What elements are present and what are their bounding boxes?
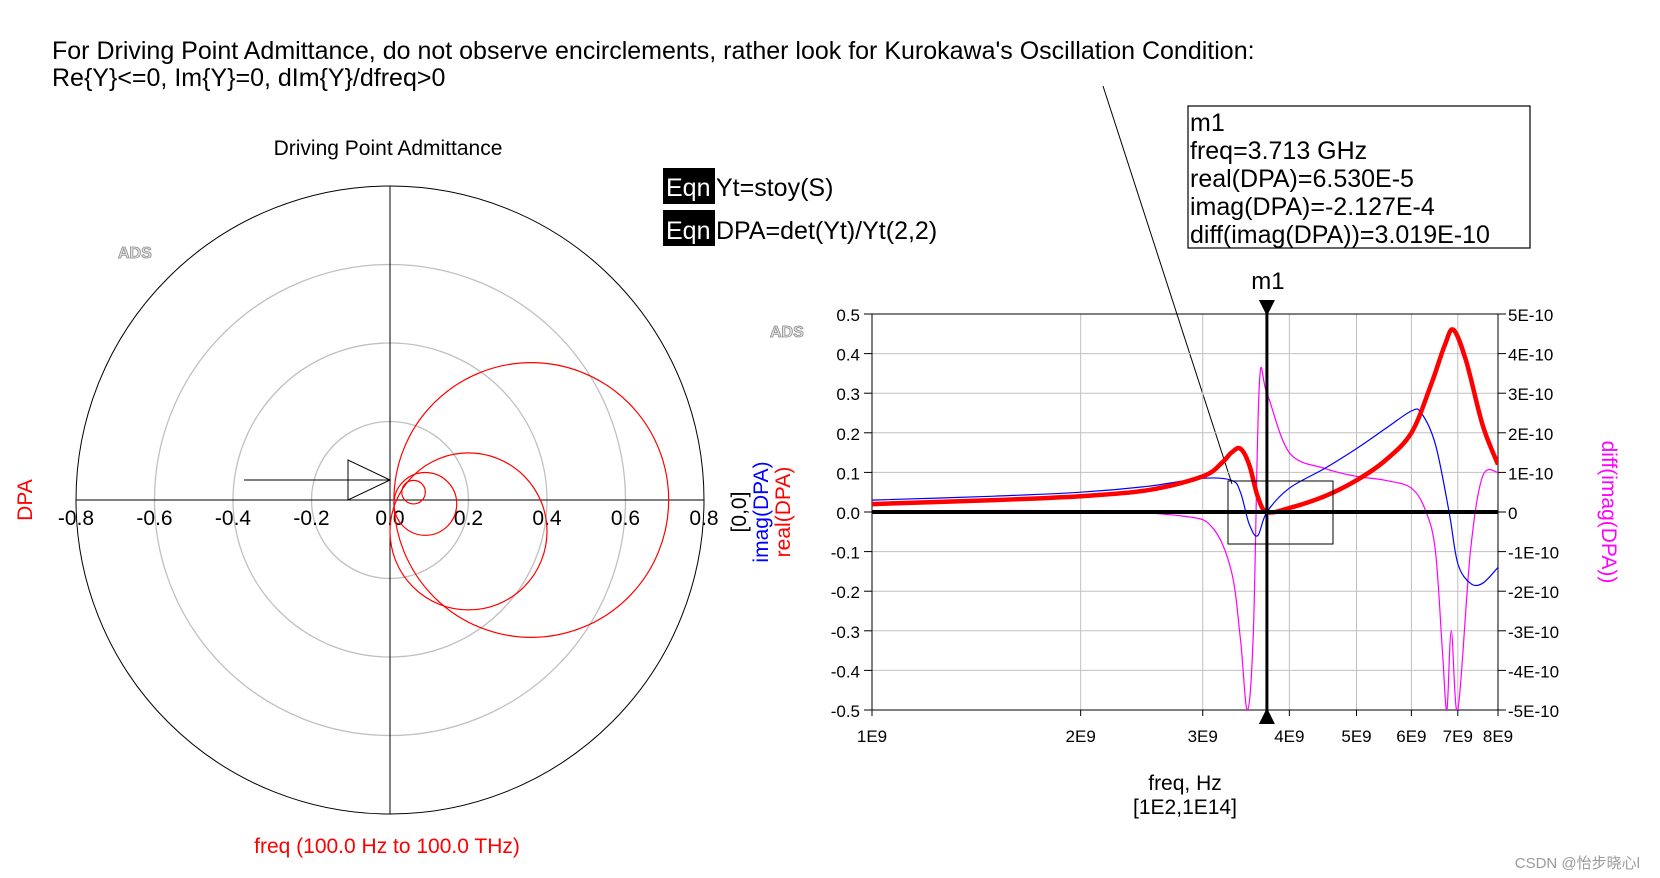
marker-top-triangle-icon <box>1258 300 1275 316</box>
polar-trace-loop <box>389 452 548 611</box>
header-line-2: Re{Y}<=0, Im{Y}=0, dIm{Y}/dfreq>0 <box>52 64 446 92</box>
header-line-1: For Driving Point Admittance, do not obs… <box>52 37 1255 65</box>
polar-tick-label: -0.4 <box>215 507 252 530</box>
header-note: For Driving Point Admittance, do not obs… <box>52 38 1255 92</box>
polar-dpa-trace <box>389 362 670 638</box>
left-axis-label-range: [0,0] <box>728 492 751 533</box>
x-axis-label: freq, Hz <box>1148 772 1222 795</box>
eqn-badge-1 <box>663 168 715 204</box>
rect-y2-tick-label: -2E-10 <box>1508 583 1559 602</box>
polar-trace-loop <box>393 471 458 536</box>
left-axis-label-imag: imag(DPA) <box>750 461 773 562</box>
eqn-expr-2: DPA=det(Yt)/Yt(2,2) <box>716 217 937 245</box>
marker-readout-box: m1 freq=3.713 GHz real(DPA)=6.530E-5 ima… <box>1187 105 1531 249</box>
rect-y2-tick-label: 3E-10 <box>1508 385 1553 404</box>
polar-tick-label: -0.8 <box>58 507 94 530</box>
rect-x-ticks: 1E9 2E9 3E9 4E9 5E9 6E9 7E9 8E9 <box>857 710 1513 746</box>
rect-x-tick-label: 1E9 <box>857 727 887 746</box>
rect-y-tick-label: -0.4 <box>831 662 860 681</box>
rect-x-tick-label: 7E9 <box>1443 727 1473 746</box>
rect-y-tick-label: 0.5 <box>836 306 860 325</box>
rect-y2-ticks: 5E-10 4E-10 3E-10 2E-10 1E-10 0 -1E-10 -2E-10 -3… <box>1498 306 1559 721</box>
rect-y2-tick-label: 1E-10 <box>1508 464 1553 483</box>
rect-y2-tick-label: 5E-10 <box>1508 306 1553 325</box>
annotation-leader-line <box>1102 85 1233 485</box>
left-axis-labels: real(DPA) imag(DPA) [0,0] <box>728 461 795 562</box>
rect-x-tick-label: 2E9 <box>1066 727 1096 746</box>
eqn-tag-2: Eqn <box>666 217 710 245</box>
rect-y2-tick-label: 0 <box>1508 504 1517 523</box>
polar-trace-loop <box>401 479 426 505</box>
rect-y-tick-label: 0.0 <box>836 504 860 523</box>
rect-y-tick-label: 0.3 <box>836 385 860 404</box>
rect-x-tick-label: 5E9 <box>1341 727 1371 746</box>
rect-y-tick-label: -0.1 <box>831 544 860 563</box>
marker-readout-line-3: real(DPA)=6.530E-5 <box>1190 165 1414 193</box>
marker-m1-label: m1 <box>1251 268 1284 295</box>
polar-chart: Driving Point Admittance ADS -0.8 -0.6 -0.… <box>14 137 719 858</box>
polar-tick-label: 0.8 <box>689 507 718 530</box>
csdn-watermark: CSDN @怡步晓心l <box>1515 855 1640 872</box>
rect-series-lines <box>872 327 1498 710</box>
marker-readout-frame <box>1187 105 1531 249</box>
eqn-tag-1: Eqn <box>666 174 710 202</box>
polar-tick-label: 0.6 <box>611 507 640 530</box>
marker-readout-line-2: freq=3.713 GHz <box>1190 137 1367 165</box>
right-axis-label: diff(imag(DPA)) <box>1597 441 1620 584</box>
eqn-badge-2 <box>663 210 715 246</box>
polar-tick-labels: -0.8 -0.6 -0.4 -0.2 0.0 0.2 0.4 0.6 0.8 <box>58 507 719 530</box>
polar-title: Driving Point Admittance <box>274 137 503 160</box>
polar-series-label: DPA <box>14 479 37 521</box>
series-line-diff-imag-dpa <box>872 366 1498 710</box>
marker-readout-line-4: imag(DPA)=-2.127E-4 <box>1190 193 1435 221</box>
rect-y-tick-label: -0.3 <box>831 623 860 642</box>
left-axis-label-real: real(DPA) <box>772 467 795 558</box>
start-arrow-icon <box>244 459 392 501</box>
rect-y2-tick-label: 2E-10 <box>1508 425 1553 444</box>
rect-x-tick-label: 4E9 <box>1274 727 1304 746</box>
rect-y2-tick-label: 4E-10 <box>1508 346 1553 365</box>
equation-block: Eqn Yt=stoy(S) Eqn DPA=det(Yt)/Yt(2,2) <box>663 168 937 246</box>
rect-y-tick-label: 0.1 <box>836 464 860 483</box>
rect-y-tick-label: 0.2 <box>836 425 860 444</box>
polar-tick-label: 0.4 <box>532 507 562 530</box>
polar-tick-label: 0.0 <box>375 507 404 530</box>
marker-readout-line-1: m1 <box>1190 109 1225 137</box>
rect-y2-tick-label: -5E-10 <box>1508 702 1559 721</box>
rect-ads-logo: ADS <box>770 324 804 341</box>
rect-y-ticks: 0.5 0.4 0.3 0.2 0.1 0.0 -0.1 -0.2 -0.3 -0.4 -0.5 <box>831 306 872 721</box>
eqn-expr-1: Yt=stoy(S) <box>716 174 833 202</box>
rect-x-tick-label: 8E9 <box>1483 727 1513 746</box>
rect-y-tick-label: -0.2 <box>831 583 860 602</box>
marker-bottom-triangle-icon <box>1258 708 1275 724</box>
marker-readout-line-5: diff(imag(DPA))=3.019E-10 <box>1190 221 1490 249</box>
polar-tick-label: -0.2 <box>293 507 329 530</box>
zoom-region-box <box>1227 480 1334 545</box>
rect-y2-tick-label: -3E-10 <box>1508 623 1559 642</box>
rect-x-tick-label: 6E9 <box>1396 727 1426 746</box>
marker-m1[interactable]: m1 <box>1251 268 1285 724</box>
x-range-label: [1E2,1E14] <box>1133 796 1237 819</box>
rect-y-tick-label: -0.5 <box>831 702 860 721</box>
rect-x-tick-label: 3E9 <box>1188 727 1218 746</box>
polar-tick-label: -0.6 <box>136 507 172 530</box>
rect-y2-tick-label: -1E-10 <box>1508 544 1559 563</box>
rect-y-tick-label: 0.4 <box>836 346 860 365</box>
rect-chart: ADS 0.5 0.4 0.3 0.2 0.1 0.0 -0.1 -0.2 -0.3 -0.4 -0… <box>728 268 1620 819</box>
rect-y2-tick-label: -4E-10 <box>1508 662 1559 681</box>
series-line-imag-dpa <box>872 408 1498 587</box>
polar-tick-label: 0.2 <box>454 507 483 530</box>
polar-ads-logo: ADS <box>118 245 152 262</box>
polar-sweep-label: freq (100.0 Hz to 100.0 THz) <box>254 835 520 858</box>
